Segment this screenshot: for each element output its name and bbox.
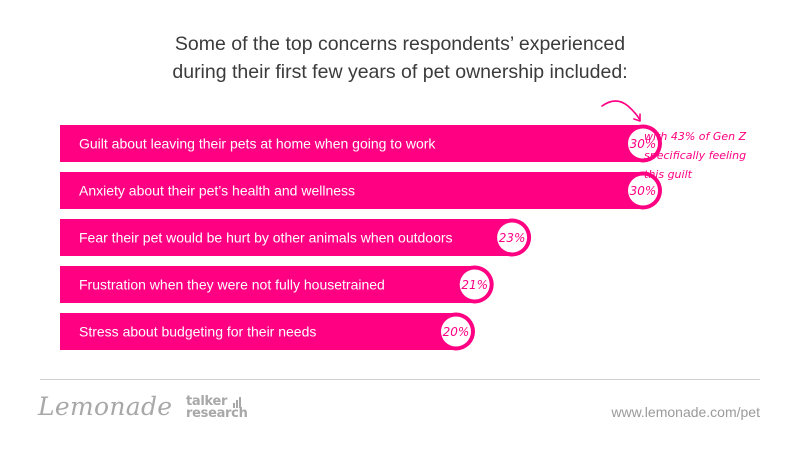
bar [60, 172, 643, 209]
signal-bars-icon [233, 396, 242, 408]
chart-title: Some of the top concerns respondents’ ex… [0, 30, 800, 86]
value-badge [441, 316, 471, 347]
curved-arrow-icon [601, 100, 641, 122]
value-label: 23% [499, 231, 526, 245]
category-label: Stress about budgeting for their needs [79, 324, 316, 340]
category-label: Guilt about leaving their pets at home w… [79, 136, 436, 152]
chart-title-line-2: during their first few years of pet owne… [172, 61, 628, 83]
category-label: Anxiety about their pet’s health and wel… [79, 183, 355, 199]
value-badge [628, 175, 658, 206]
bar [60, 125, 643, 162]
footer-url: www.lemonade.com/pet [611, 404, 760, 420]
bar-row: 20% Stress about budgeting for their need… [60, 312, 475, 351]
chart-title-line-1: Some of the top concerns respondents’ ex… [174, 33, 626, 55]
talker-logo-word-2: research [186, 406, 248, 421]
value-badge [628, 128, 658, 159]
value-label: 20% [443, 325, 470, 339]
bar [60, 313, 456, 350]
annotation-line-3: this guilt [644, 168, 692, 181]
talker-research-logo: talker research [186, 394, 248, 421]
bar-row: 23% Fear their pet would be hurt by other… [60, 218, 532, 257]
bar [60, 266, 475, 303]
bar-row: 21% Frustration when they were not fully … [60, 265, 494, 304]
bar-row: 30% Anxiety about their pet’s health and … [60, 171, 662, 210]
lemonade-logo: Lemonade [38, 392, 173, 421]
bar [60, 219, 513, 256]
value-label: 30% [630, 184, 657, 198]
talker-logo-word-1: talker [186, 394, 228, 409]
category-label: Fear their pet would be hurt by other an… [79, 230, 453, 246]
annotation-line-1: with 43% of Gen Z [644, 130, 747, 143]
value-badge [459, 269, 490, 300]
value-badge [497, 222, 528, 253]
gen-z-annotation: with 43% of Gen Z specifically feeling t… [644, 127, 774, 184]
bar-row: 30% Guilt about leaving their pets at hom… [60, 124, 662, 163]
footer-divider [40, 379, 760, 380]
category-label: Frustration when they were not fully hou… [79, 277, 385, 293]
value-label: 30% [630, 137, 657, 151]
annotation-line-2: specifically feeling [644, 149, 747, 162]
value-label: 21% [461, 278, 488, 292]
